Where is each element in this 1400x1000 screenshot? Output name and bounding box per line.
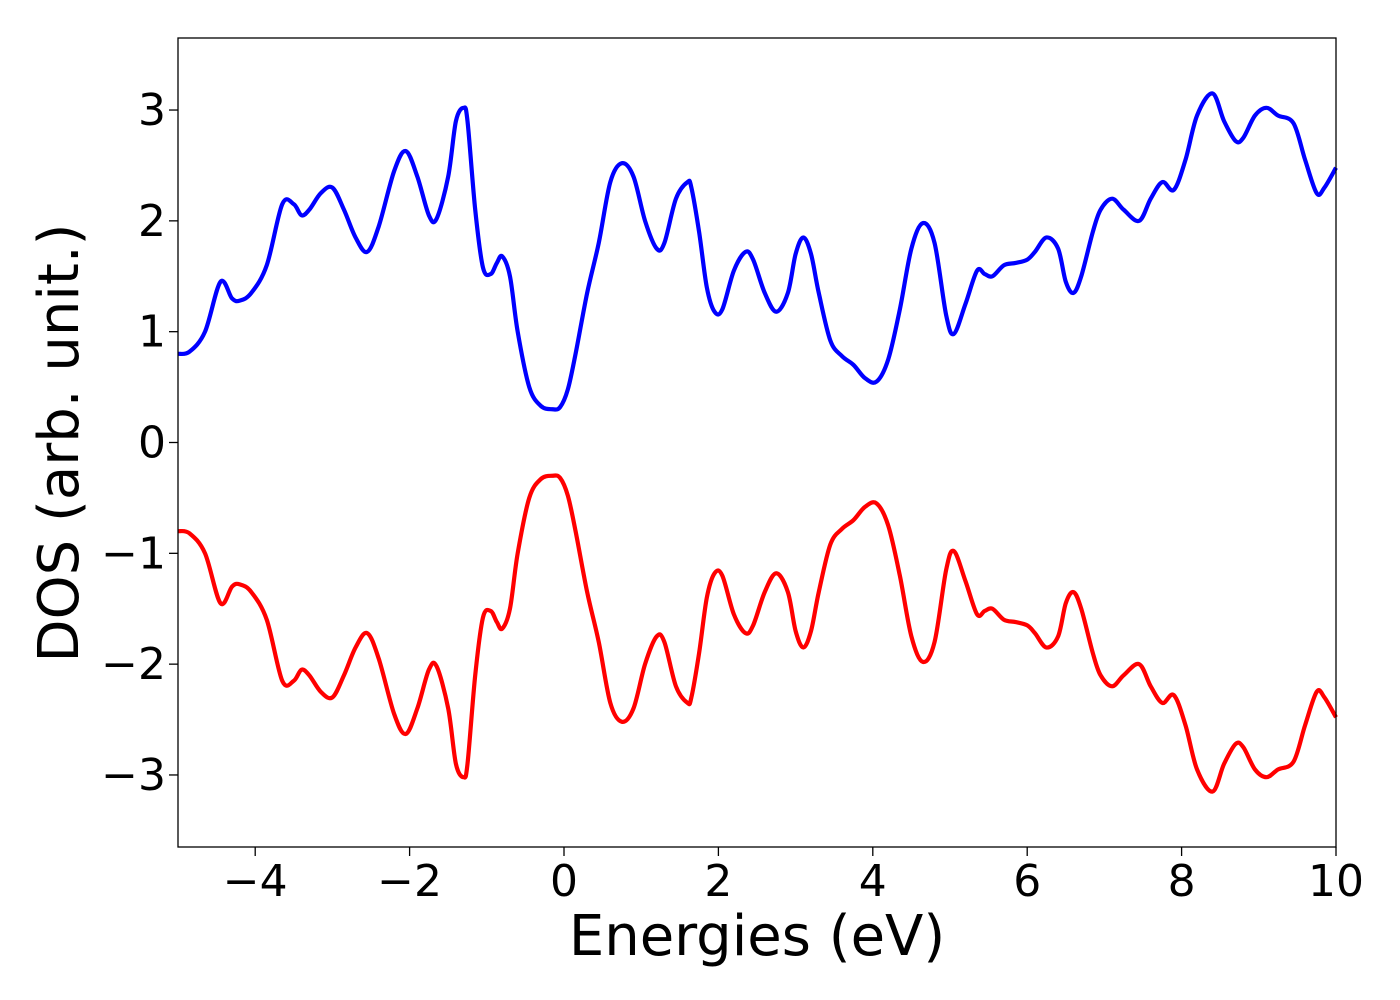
y-tick-label: 3 [138,85,166,136]
x-tick-label: 0 [550,856,578,907]
x-tick-label: 8 [1168,856,1196,907]
x-axis-label: Energies (eV) [569,904,945,969]
plot-frame [177,37,1337,848]
y-tick-label: 2 [138,196,166,247]
x-tick-label: 4 [859,856,887,907]
x-tick-label: −2 [377,856,442,907]
series-layer [177,91,1338,794]
x-tick-label: 2 [704,856,732,907]
y-tick-label: −1 [101,528,166,579]
y-axis-ticks: −3 −2 −1 0 1 2 3 [101,85,178,801]
x-axis-ticks: −4 −2 0 2 4 6 8 10 [223,847,1364,907]
y-tick-label: 1 [138,307,166,358]
series-line-blue [177,91,1338,412]
y-tick-label: −3 [101,750,166,801]
x-tick-label: 6 [1013,856,1041,907]
x-tick-label: −4 [223,856,288,907]
series-line-red [177,473,1338,794]
y-tick-label: 0 [138,418,166,469]
y-tick-label: −2 [101,639,166,690]
x-tick-label: 10 [1308,856,1364,907]
y-axis-label: DOS (arb. unit.) [27,223,92,662]
